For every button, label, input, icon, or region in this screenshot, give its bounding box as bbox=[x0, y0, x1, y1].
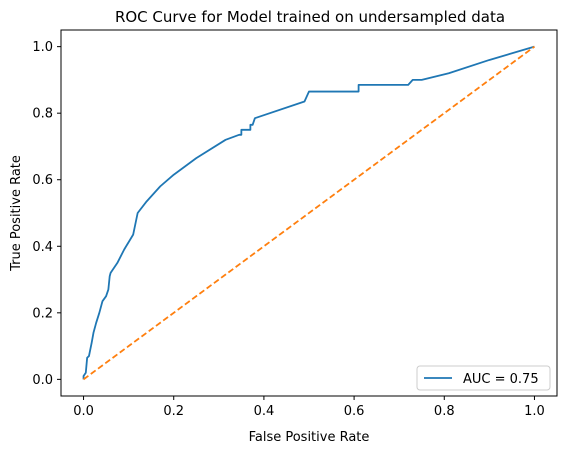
chart-title: ROC Curve for Model trained on undersamp… bbox=[115, 8, 505, 26]
y-tick-label: 0.0 bbox=[32, 373, 53, 388]
ticks-layer: 0.0 0.2 0.4 0.6 0.8 1.0 0.0 0.2 0.4 0.6 0.8 1.0 bbox=[32, 40, 544, 419]
x-tick-label: 0.0 bbox=[73, 404, 94, 419]
x-tick-label: 0.6 bbox=[344, 404, 365, 419]
y-tick-label: 1.0 bbox=[32, 40, 53, 55]
legend-box bbox=[416, 365, 551, 391]
y-tick-label: 0.6 bbox=[32, 173, 53, 188]
series-layer bbox=[82, 45, 535, 381]
legend-label-auc: AUC = 0.75 bbox=[463, 372, 539, 387]
legend: AUC = 0.75 bbox=[416, 365, 551, 391]
x-axis-label: False Positive Rate bbox=[249, 430, 370, 445]
y-tick-label: 0.8 bbox=[32, 107, 53, 122]
x-tick-label: 1.0 bbox=[524, 404, 545, 419]
y-axis-label: True Positive Rate bbox=[9, 155, 24, 272]
chance-diagonal-line bbox=[83, 45, 535, 381]
x-tick-label: 0.8 bbox=[434, 404, 455, 419]
y-tick-label: 0.4 bbox=[32, 240, 53, 255]
plot-area-frame bbox=[60, 29, 558, 397]
y-tick-label: 0.2 bbox=[32, 306, 53, 321]
x-tick-label: 0.2 bbox=[163, 404, 184, 419]
x-tick-label: 0.4 bbox=[254, 404, 275, 419]
roc-curve-line bbox=[82, 45, 535, 380]
